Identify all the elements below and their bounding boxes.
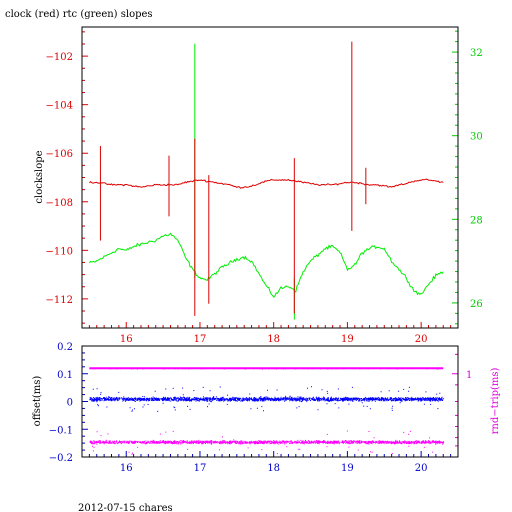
bottom-y-tick-label: 0 (67, 398, 73, 409)
clock-series (89, 41, 444, 316)
top-y2-tick-label: 30 (470, 132, 483, 143)
top-y-tick-label: −104 (46, 101, 73, 112)
chart-title: clock (red) rtc (green) slopes (5, 9, 153, 20)
top-y2-tick-label: 32 (470, 48, 483, 59)
bottom-x-tick-label: 16 (120, 463, 133, 474)
bottom-plot-frame (81, 345, 459, 458)
top-y-tick-label: −106 (46, 149, 73, 160)
bottom-y2-axis-label: rnd−trip(ms) (490, 367, 501, 434)
top-y-tick-label: −108 (46, 198, 73, 209)
top-y2-tick-label: 26 (470, 299, 483, 310)
top-y2-tick-label: 28 (470, 215, 483, 226)
top-x-tick-label: 16 (120, 334, 133, 345)
top-y-tick-label: −102 (46, 52, 73, 63)
top-x-tick-label: 17 (194, 334, 207, 345)
bottom-x-tick-label: 20 (415, 463, 428, 474)
bottom-y-tick-label: −0.2 (49, 453, 73, 464)
bottom-x-tick-label: 18 (267, 463, 280, 474)
bottom-panel: 16 17 18 19 20 0.2 0.1 0 −0.1 −0.2 1 offset(ms) rn… (32, 342, 501, 474)
roundtrip_lower-points (89, 430, 445, 455)
bottom-y-tick-label: 0.2 (57, 342, 73, 353)
offset-roundtrip-series (89, 367, 445, 455)
top-y-axis-label: clockslope (34, 150, 45, 203)
top-y-tick-label: −112 (46, 295, 73, 306)
bottom-y-axis-label: offset(ms) (32, 376, 43, 427)
offset-points (89, 386, 445, 412)
top-y-tick-label: −110 (46, 246, 73, 257)
top-plot-frame (81, 26, 459, 329)
top-x-tick-label: 18 (267, 334, 280, 345)
bottom-x-tick-label: 19 (341, 463, 354, 474)
top-x-tick-label: 19 (341, 334, 354, 345)
bottom-x-tick-label: 17 (194, 463, 207, 474)
top-axes: 16 17 18 19 20 −102 −104 −106 −108 −110 −112 26 28 30… (46, 30, 483, 345)
top-panel: 16 17 18 19 20 −102 −104 −106 −108 −110 −112 26 28 30… (34, 26, 483, 345)
roundtrip_upper-points (89, 367, 443, 370)
bottom-y-tick-label: 0.1 (57, 370, 73, 381)
rtc-line (89, 232, 444, 298)
bottom-axes: 16 17 18 19 20 0.2 0.1 0 −0.1 −0.2 1 (49, 342, 473, 474)
bottom-y-tick-label: −0.1 (49, 425, 73, 436)
footer-caption: 2012-07-15 chares (78, 503, 173, 512)
bottom-y2-tick-label: 1 (466, 370, 472, 381)
clock-line (89, 178, 444, 189)
top-x-tick-label: 20 (415, 334, 428, 345)
